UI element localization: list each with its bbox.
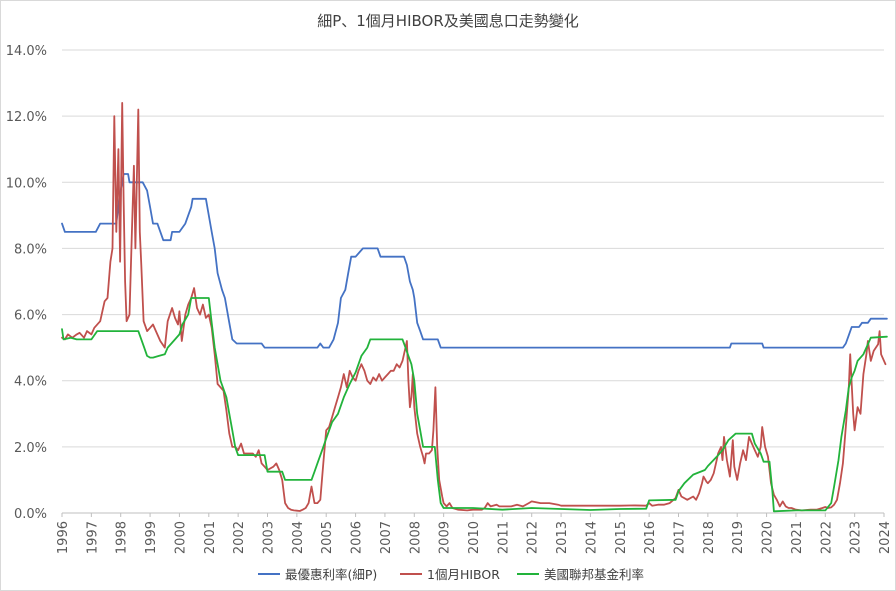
legend-label: 最優惠利率(細P) xyxy=(285,567,377,582)
y-tick-label: 4.0% xyxy=(14,375,47,390)
x-tick-label: 2018 xyxy=(702,521,717,554)
x-tick-label: 2003 xyxy=(262,521,277,554)
x-tick-label: 1997 xyxy=(85,521,100,554)
x-tick-label: 1996 xyxy=(56,521,71,554)
y-tick-label: 14.0% xyxy=(6,44,47,59)
x-tick-label: 2011 xyxy=(496,521,511,554)
x-tick-label: 2017 xyxy=(673,521,688,554)
x-tick-label: 2010 xyxy=(467,521,482,554)
x-tick-label: 2024 xyxy=(878,521,893,554)
y-tick-label: 10.0% xyxy=(6,176,47,191)
legend-label: 美國聯邦基金利率 xyxy=(544,567,644,582)
x-tick-label: 2013 xyxy=(555,521,570,554)
x-tick-label: 2014 xyxy=(584,521,599,554)
x-tick-label: 2001 xyxy=(203,521,218,554)
x-tick-label: 2005 xyxy=(320,521,335,554)
y-tick-label: 8.0% xyxy=(14,242,47,257)
x-tick-label: 2006 xyxy=(350,521,365,554)
x-tick-label: 2023 xyxy=(849,521,864,554)
x-tick-label: 2000 xyxy=(173,521,188,554)
x-tick-label: 2019 xyxy=(731,521,746,554)
y-tick-label: 12.0% xyxy=(6,110,47,125)
x-tick-label: 2021 xyxy=(790,521,805,554)
y-tick-label: 2.0% xyxy=(14,441,47,456)
x-tick-label: 2015 xyxy=(614,521,629,554)
x-tick-label: 2008 xyxy=(408,521,423,554)
chart-title: 細P、1個月HIBOR及美國息口走勢變化 xyxy=(317,12,579,30)
x-tick-label: 2012 xyxy=(526,521,541,554)
legend-label: 1個月HIBOR xyxy=(427,567,500,582)
x-tick-label: 2007 xyxy=(379,521,394,554)
x-tick-label: 2002 xyxy=(232,521,247,554)
x-tick-label: 2016 xyxy=(643,521,658,554)
series-line-0 xyxy=(61,173,888,349)
x-tick-label: 2022 xyxy=(819,521,834,554)
x-tick-label: 2020 xyxy=(761,521,776,554)
y-tick-label: 6.0% xyxy=(14,309,47,324)
x-tick-label: 1998 xyxy=(115,521,130,554)
series-line-1 xyxy=(61,102,887,512)
y-tick-label: 0.0% xyxy=(14,507,47,522)
x-tick-label: 2004 xyxy=(291,521,306,554)
series-line-2 xyxy=(61,297,888,513)
x-tick-label: 1999 xyxy=(144,521,159,554)
x-tick-label: 2009 xyxy=(438,521,453,554)
